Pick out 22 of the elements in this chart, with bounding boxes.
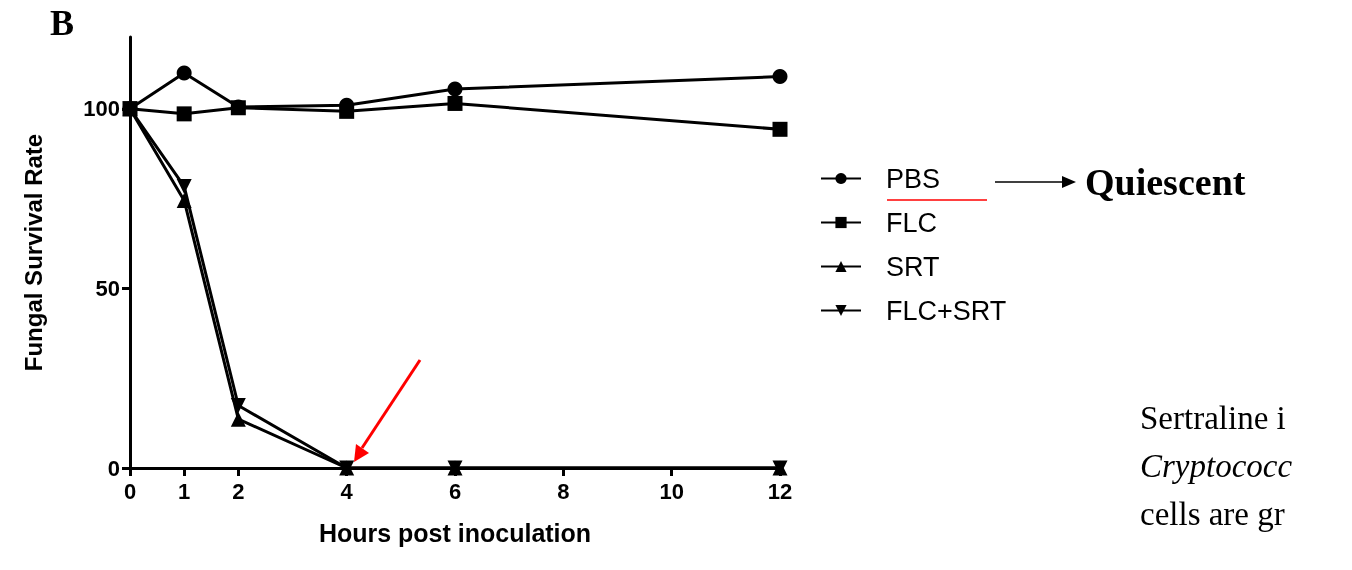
- text: Sertraline i: [1140, 400, 1286, 437]
- y-tick-label: 0: [107, 455, 120, 481]
- y-tick-label: 50: [95, 275, 120, 301]
- legend-label: FLC+SRT: [886, 295, 1007, 326]
- x-tick-label: 8: [557, 478, 570, 504]
- legend-label: PBS: [886, 163, 941, 194]
- x-tick-label: 2: [232, 478, 245, 504]
- legend-label: FLC: [886, 207, 938, 238]
- y-tick-label: 100: [83, 96, 120, 122]
- text: Quiescent: [1085, 160, 1246, 204]
- x-tick-label: 0: [123, 478, 137, 504]
- x-tick-label: 1: [178, 478, 191, 504]
- x-tick-label: 10: [659, 478, 684, 504]
- x-tick-label: 4: [340, 478, 354, 504]
- y-axis-title: Fungal Survival Rate: [19, 133, 47, 372]
- x-axis-title: Hours post inoculation: [318, 518, 592, 547]
- x-tick-label: 12: [767, 478, 793, 504]
- text: cells are gr: [1140, 496, 1285, 533]
- text: Cryptococc: [1140, 448, 1293, 485]
- chart-title: B: [50, 3, 75, 43]
- legend-label: SRT: [886, 251, 940, 282]
- x-tick-label: 6: [448, 478, 462, 504]
